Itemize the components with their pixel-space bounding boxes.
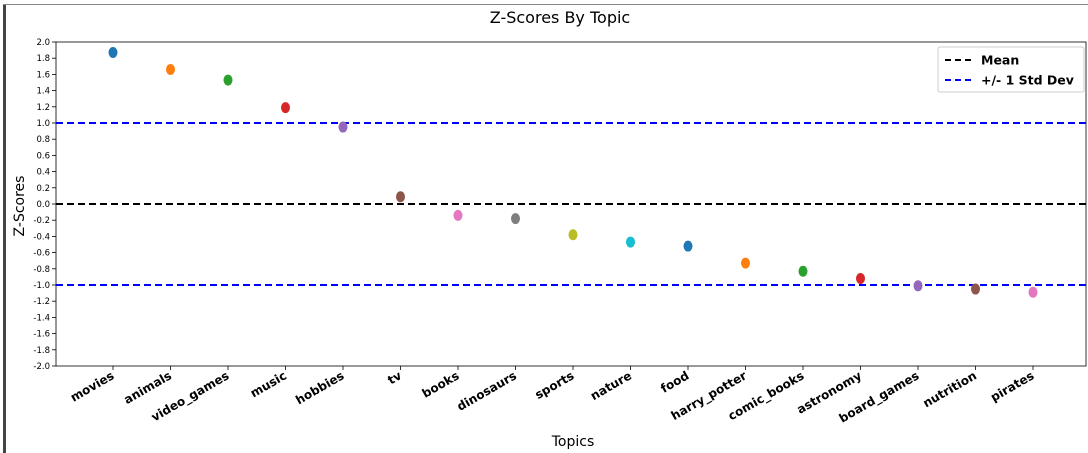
x-tick-label: dinosaurs: [455, 368, 519, 413]
reference-lines: [56, 122, 1086, 286]
y-tick-label: 0.8: [36, 135, 50, 145]
x-tick-label: nutrition: [920, 368, 979, 410]
y-tick-label: 0.6: [36, 151, 50, 161]
x-tick-label: food: [658, 368, 691, 395]
y-tick-label: 1.6: [36, 70, 50, 80]
x-tick-label: books: [420, 368, 462, 400]
y-tick-label: -1.2: [33, 297, 50, 307]
x-tick-label: nature: [588, 368, 634, 403]
y-tick-label: -0.4: [33, 232, 50, 242]
window-top-border: [3, 4, 1088, 5]
y-tick-label: 1.8: [36, 54, 50, 64]
y-tick-label: -0.2: [33, 216, 50, 226]
data-points: [108, 47, 1038, 298]
legend-label: +/- 1 Std Dev: [981, 73, 1074, 88]
x-tick-label: sports: [532, 368, 576, 402]
x-axis-label: Topics: [551, 434, 595, 450]
y-tick-label: -0.6: [33, 249, 50, 259]
y-tick-label: -1.0: [33, 281, 50, 291]
x-tick-label: tv: [385, 368, 404, 387]
point-astronomy: [856, 273, 865, 285]
point-dinosaurs: [511, 213, 520, 225]
y-tick-label: -1.6: [33, 330, 50, 340]
legend-label: Mean: [981, 53, 1019, 68]
point-pirates: [1028, 286, 1038, 298]
point-tv: [396, 191, 405, 203]
point-harry-potter: [741, 257, 750, 269]
point-comic-books: [798, 265, 808, 277]
point-animals: [166, 64, 175, 76]
point-books: [453, 209, 463, 221]
y-tick-label: 1.4: [36, 87, 50, 97]
y-tick-label: 0.4: [36, 168, 50, 178]
point-music: [281, 102, 290, 114]
legend-box: [937, 46, 1085, 93]
point-video-games: [223, 74, 233, 86]
point-nature: [626, 236, 635, 248]
y-axis-label: Z-Scores: [12, 176, 28, 237]
window-left-border: [3, 4, 6, 453]
legend: Mean +/- 1 Std Dev: [937, 46, 1085, 93]
y-tick-label: 0.0: [36, 200, 50, 210]
y-tick-label: 0.2: [36, 184, 50, 194]
y-tick-label: 1.0: [36, 119, 50, 129]
point-sports: [568, 229, 578, 241]
point-hobbies: [338, 121, 348, 133]
y-tick-label: 2.0: [36, 38, 50, 48]
y-axis: 2.0 1.8 1.6 1.4 1.2 1.0 0.8 0.6 0.4 0.2 0.0 -0.2 -0.…: [33, 38, 56, 372]
x-tick-label: hobbies: [293, 368, 346, 407]
point-board-games: [913, 280, 923, 292]
point-movies: [108, 47, 118, 59]
y-tick-label: 1.2: [36, 103, 50, 113]
y-tick-label: -1.4: [33, 313, 50, 323]
x-tick-label: music: [248, 368, 289, 400]
x-tick-label: movies: [68, 368, 117, 404]
x-tick-label: pirates: [988, 368, 1036, 404]
y-tick-label: -1.8: [33, 346, 50, 356]
y-tick-label: -0.8: [33, 265, 50, 275]
point-food: [683, 240, 693, 252]
point-nutrition: [971, 283, 980, 295]
y-tick-label: -2.0: [33, 362, 50, 372]
chart-title: Z-Scores By Topic: [490, 8, 630, 27]
